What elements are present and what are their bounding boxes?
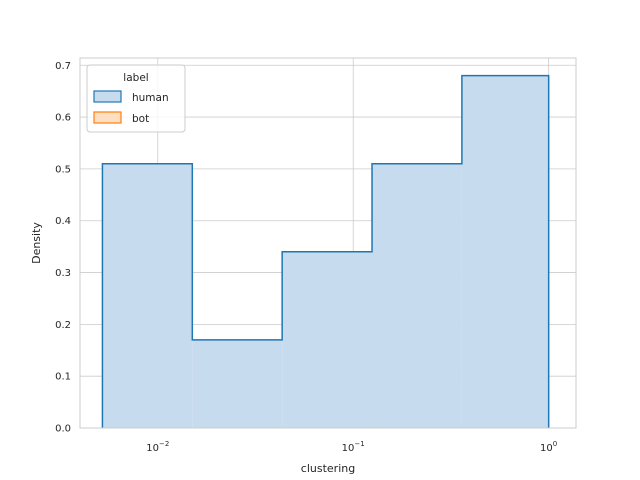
y-tick-label-6: 0.6 — [55, 113, 71, 124]
y-tick-label-7: 0.7 — [55, 61, 71, 72]
legend-swatch-human — [93, 90, 122, 103]
bar-human-0 — [102, 163, 193, 428]
legend-title: label — [123, 72, 148, 84]
step-outline-human — [101, 74, 550, 428]
bar-human-4 — [461, 75, 549, 428]
x-axis-ticks: 10−2 10−1 100 — [146, 440, 557, 454]
plot-frame — [79, 57, 577, 429]
y-tick-label-1: 0.1 — [55, 372, 71, 383]
y-axis-label: Density — [30, 222, 43, 264]
legend-swatch-bot — [93, 111, 122, 124]
legend-label-human: human — [132, 92, 169, 104]
bar-human-1 — [192, 339, 283, 428]
y-tick-label-2: 0.2 — [55, 320, 71, 331]
x-tick-label-0: 10−2 — [146, 440, 169, 454]
x-tick-label-2: 100 — [540, 440, 557, 454]
histogram-bars — [101, 74, 550, 428]
x-axis-label: clustering — [301, 462, 355, 475]
y-axis-ticks: 0.0 0.1 0.2 0.3 0.4 0.5 0.6 0.7 — [55, 61, 71, 435]
bar-human-3 — [372, 163, 462, 428]
axes-border — [79, 57, 577, 429]
y-tick-label-5: 0.5 — [55, 164, 71, 175]
y-tick-label-3: 0.3 — [55, 268, 71, 279]
y-tick-label-4: 0.4 — [55, 216, 71, 227]
legend-label-bot: bot — [132, 113, 149, 125]
y-tick-label-0: 0.0 — [55, 424, 71, 435]
legend: label human bot — [86, 64, 186, 133]
bar-human-2 — [282, 251, 373, 428]
x-tick-label-1: 10−1 — [342, 440, 365, 454]
